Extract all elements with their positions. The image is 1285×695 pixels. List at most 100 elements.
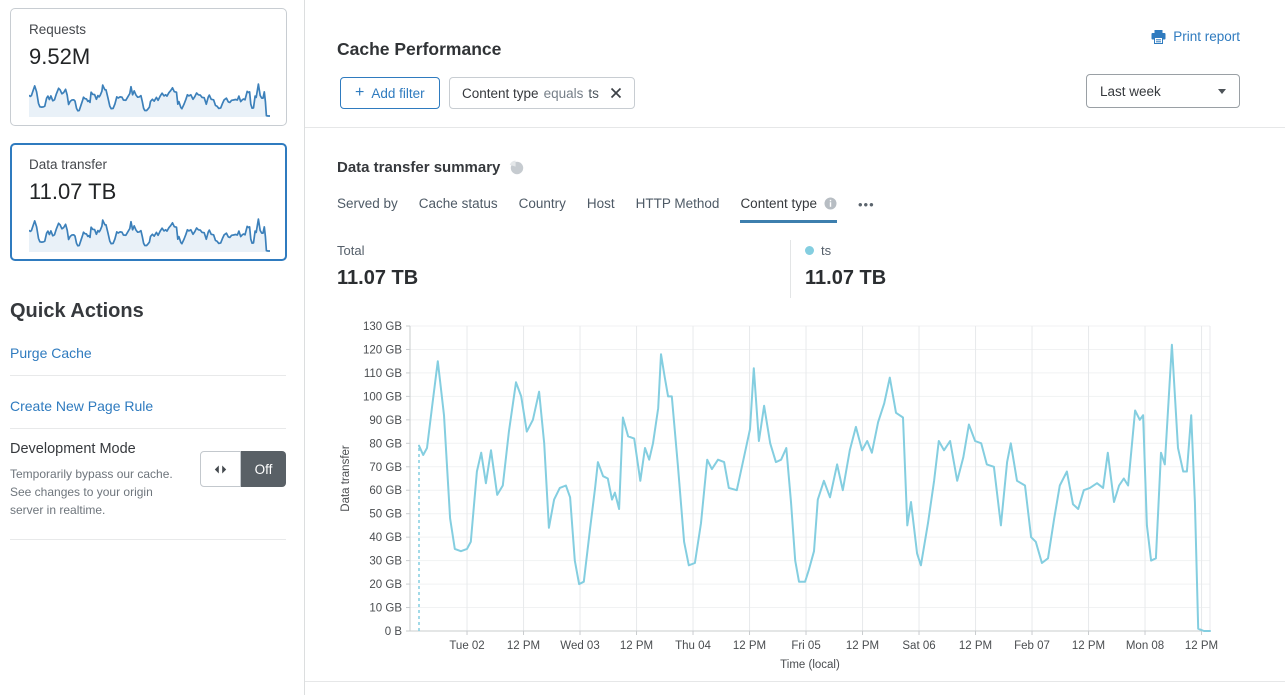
y-tick-label: 130 GB (363, 321, 402, 333)
requests-card-value: 9.52M (29, 44, 91, 69)
data-transfer-card-label: Data transfer (29, 157, 108, 172)
time-range-select[interactable]: Last week (1086, 74, 1240, 108)
x-tick-label: 12 PM (959, 640, 992, 652)
printer-icon (1151, 29, 1166, 44)
x-tick-label: 12 PM (1072, 640, 1105, 652)
x-tick-label: Thu 04 (675, 640, 711, 652)
left-right-arrows-icon (214, 465, 227, 473)
sparkline-area (29, 84, 270, 117)
y-tick-label: 70 GB (369, 462, 402, 474)
y-tick-label: 110 GB (364, 368, 402, 380)
filter-chip-value: ts (588, 85, 599, 101)
remove-filter-button[interactable] (610, 87, 622, 99)
close-icon (610, 87, 621, 99)
y-tick-label: 120 GB (363, 344, 402, 356)
data-transfer-sparkline-chart (29, 218, 270, 252)
data-transfer-card[interactable]: Data transfer 11.07 TB (10, 143, 287, 261)
y-tick-label: 100 GB (363, 391, 402, 403)
tab-label: Cache status (418, 196, 498, 211)
total-label: Total (337, 243, 365, 258)
quick-actions-title: Quick Actions (10, 300, 144, 322)
time-range-value: Last week (1100, 83, 1161, 99)
tab-http-method[interactable]: HTTP Method (636, 196, 720, 220)
tab-label: HTTP Method (635, 196, 720, 211)
y-tick-label: 0 B (385, 626, 403, 638)
plus-icon: + (355, 84, 365, 101)
tab-label: Country (518, 196, 566, 211)
sparkline-line (29, 218, 270, 252)
pie-chart-icon (510, 160, 524, 175)
legend-series-value: 11.07 TB (805, 267, 887, 289)
x-tick-label: Wed 03 (560, 640, 599, 652)
tab-label: Content type (740, 196, 817, 211)
series-legend: ts 11.07 TB (805, 243, 886, 290)
y-tick-label: 30 GB (369, 556, 402, 568)
purge-cache-link[interactable]: Purge Cache (10, 345, 92, 361)
x-tick-label: Fri 05 (791, 640, 820, 652)
y-tick-label: 20 GB (369, 579, 402, 591)
info-icon[interactable] (824, 197, 837, 210)
tab-country[interactable]: Country (519, 196, 566, 220)
total-value: 11.07 TB (337, 267, 419, 289)
y-tick-label: 80 GB (369, 438, 402, 450)
development-mode-description: Temporarily bypass our cache. See change… (10, 467, 173, 517)
x-axis-title: Time (local) (780, 659, 840, 671)
development-mode-toggle[interactable]: Off (200, 451, 286, 487)
filter-chip-field: Content type (462, 85, 539, 101)
tab-label: Served by (337, 196, 398, 211)
totals-divider (790, 240, 791, 298)
x-tick-label: 12 PM (1185, 640, 1218, 652)
tab-content-type[interactable]: Content type (740, 196, 837, 223)
section-divider (305, 127, 1285, 128)
y-tick-label: 40 GB (369, 532, 402, 544)
requests-card[interactable]: Requests 9.52M (10, 8, 287, 126)
sidebar-divider (10, 375, 286, 376)
legend-dot-icon (805, 246, 814, 255)
filter-chip[interactable]: Content type equals ts (449, 77, 635, 109)
data-transfer-card-value: 11.07 TB (29, 179, 117, 204)
print-report-label: Print report (1173, 29, 1240, 44)
total-block: Total 11.07 TB (337, 243, 418, 290)
requests-card-label: Requests (29, 22, 87, 37)
x-tick-label: 12 PM (507, 640, 540, 652)
sparkline-line (29, 83, 270, 117)
x-tick-label: 12 PM (733, 640, 766, 652)
legend-series-name: ts (821, 243, 832, 258)
x-tick-label: Tue 02 (449, 640, 484, 652)
tab-host[interactable]: Host (587, 196, 615, 220)
more-tabs-button[interactable]: ••• (858, 197, 875, 212)
x-tick-label: Sat 06 (902, 640, 935, 652)
development-mode-section: Development Mode Temporarily bypass our … (10, 441, 286, 519)
tab-served-by[interactable]: Served by (337, 196, 398, 220)
sidebar-divider (10, 539, 286, 540)
tab-label: Host (586, 196, 615, 211)
y-tick-label: 10 GB (369, 603, 402, 615)
print-report-link[interactable]: Print report (1151, 29, 1240, 44)
summary-tabs: Served by Cache status Country Host HTTP Met… (337, 196, 875, 223)
development-mode-title: Development Mode (10, 441, 136, 457)
y-axis-title: Data transfer (340, 445, 352, 512)
main-content: Cache Performance Print report + Add fil… (305, 0, 1285, 695)
y-tick-label: 60 GB (369, 485, 402, 497)
summary-title: Data transfer summary (337, 159, 501, 176)
add-filter-label: Add filter (371, 85, 425, 101)
analytics-sidebar: Requests 9.52M Data transfer 11.07 TB Qu… (0, 0, 305, 695)
data-transfer-chart: 0 B 10 GB 20 GB 30 GB 40 GB 50 GB 60 GB 70 GB 80… (340, 321, 1218, 671)
sidebar-divider (10, 428, 286, 429)
x-tick-label: Mon 08 (1126, 640, 1164, 652)
x-tick-label: 12 PM (620, 640, 653, 652)
filter-chip-operator: equals (543, 85, 584, 101)
chevron-down-icon (1218, 88, 1226, 94)
section-divider (305, 681, 1285, 682)
page-title: Cache Performance (337, 38, 502, 59)
sparkline-area (29, 219, 270, 252)
x-tick-label: 12 PM (846, 640, 879, 652)
add-filter-button[interactable]: + Add filter (340, 77, 440, 109)
series-line-ts (418, 343, 1211, 632)
x-tick-label: Feb 07 (1014, 640, 1050, 652)
create-page-rule-link[interactable]: Create New Page Rule (10, 398, 154, 414)
tab-cache-status[interactable]: Cache status (419, 196, 498, 220)
y-tick-label: 90 GB (369, 415, 402, 427)
toggle-state-label: Off (241, 451, 286, 487)
